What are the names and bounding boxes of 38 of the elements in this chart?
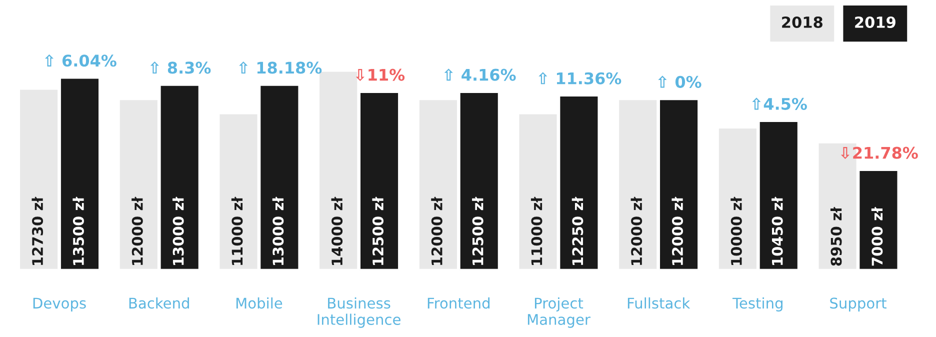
annotation: ⇩11% — [356, 68, 405, 82]
data-label: 12000 zł — [672, 196, 684, 265]
data-label: 12250 zł — [572, 196, 584, 265]
data-label: 11000 zł — [530, 196, 542, 265]
data-label: 8950 zł — [830, 206, 842, 266]
data-label: 10450 zł — [772, 196, 783, 265]
text: 2018 — [782, 16, 822, 28]
data-label: 12500 zł — [472, 196, 484, 265]
data-label: 12730 zł — [32, 196, 44, 265]
data-label: 12000 zł — [630, 196, 642, 265]
data-label: 13500 zł — [72, 196, 84, 265]
data-label: 11000 zł — [231, 196, 243, 265]
text: 2019 — [855, 16, 896, 28]
annotation: ⇧ 18.18% — [239, 62, 322, 74]
annotation: ⇧4.5% — [752, 98, 807, 110]
annotation: ⇧ 6.04% — [44, 54, 116, 67]
x-tick-label: Backend — [129, 297, 189, 309]
x-tick-label: Fullstack — [628, 297, 690, 309]
data-label: 12500 zł — [372, 196, 384, 265]
x-tick-label: Mobile — [236, 297, 282, 309]
data-label: 13000 zł — [272, 196, 284, 265]
annotation: ⇧ 0% — [658, 76, 702, 88]
data-label: 14000 zł — [331, 196, 343, 265]
annotation: ⇧ 11.36% — [538, 72, 622, 84]
data-label: 13000 zł — [172, 196, 184, 265]
annotation: ⇧ 4.16% — [444, 68, 516, 81]
x-tick-label: Devops — [33, 298, 86, 312]
x-tick-label: Business Intelligence — [318, 297, 400, 328]
x-tick-label: Testing — [732, 297, 782, 312]
annotation: ⇧ 8.3% — [150, 62, 211, 74]
data-label: 7000 zł — [871, 206, 883, 266]
x-tick-label: Frontend — [428, 297, 490, 309]
data-label: 12000 zł — [132, 196, 143, 265]
x-tick-label: Support — [830, 298, 886, 312]
data-label: 10000 zł — [730, 196, 742, 265]
x-tick-label: Project Manager — [528, 297, 590, 328]
data-label: 12000 zł — [431, 196, 442, 265]
annotation: ⇩21.78% — [840, 146, 918, 160]
